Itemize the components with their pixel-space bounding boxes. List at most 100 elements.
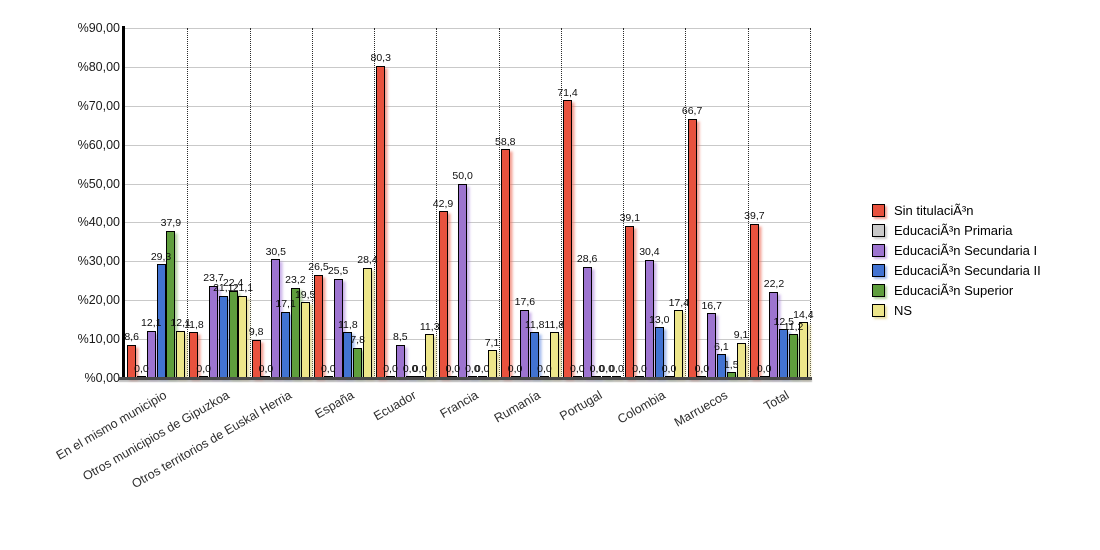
- gridline: [125, 300, 810, 302]
- value-label: 17,1: [275, 298, 296, 310]
- value-label: 6,1: [714, 340, 729, 353]
- value-label: 0,0: [445, 362, 461, 375]
- value-label: 8,6: [124, 331, 139, 344]
- value-label: 16,7: [701, 299, 722, 312]
- value-label: 0,0: [474, 362, 490, 375]
- legend-swatch-icon: [872, 203, 885, 217]
- value-label: 0,0: [756, 362, 772, 375]
- value-label: 14,4: [793, 308, 814, 321]
- value-label: 12,1: [141, 317, 162, 330]
- bar: [458, 183, 468, 378]
- value-label: 58,8: [495, 135, 516, 148]
- value-label: 37,9: [160, 217, 182, 230]
- value-label: 11,8: [544, 318, 565, 331]
- value-label: 0,0: [609, 362, 624, 375]
- value-label: 22,2: [763, 278, 785, 291]
- value-label: 11,3: [419, 320, 440, 333]
- y-axis-tick-label: %30,00: [77, 254, 120, 269]
- group-separator: [436, 28, 438, 378]
- gridline: [125, 339, 810, 341]
- value-label: 0,0: [258, 362, 274, 375]
- legend-item: EducaciÃ³n Secundaria I: [872, 240, 1041, 260]
- x-axis-category-label: En el mismo municipio: [53, 388, 170, 463]
- x-axis-category-label: España: [312, 388, 356, 422]
- legend-label: EducaciÃ³n Primaria: [894, 222, 1013, 238]
- x-axis-category-label: Total: [762, 388, 792, 414]
- gridline: [125, 144, 810, 146]
- value-label: 19,5: [294, 288, 316, 301]
- y-axis-tick-label: %50,00: [77, 176, 120, 191]
- plot-area: 8,6 11,8 9,8 26,5 80,3 42,9 58,8 71,4 39,1 66,7 39…: [119, 26, 814, 380]
- gridline: [125, 66, 810, 68]
- legend-item: EducaciÃ³n Secundaria II: [872, 260, 1041, 280]
- value-label: 66,7: [681, 105, 703, 118]
- x-axis-category-label: Rumanía: [491, 388, 543, 426]
- value-label: 0,0: [599, 362, 615, 375]
- gridline: [125, 183, 810, 185]
- value-label: 26,5: [308, 261, 329, 274]
- value-label: 11,8: [184, 318, 204, 331]
- value-label: 13,0: [648, 313, 670, 326]
- group-separator: [249, 28, 251, 378]
- y-axis-tick-label: %70,00: [77, 98, 120, 113]
- group-separator: [560, 28, 562, 378]
- value-label: 0,0: [134, 362, 149, 375]
- legend-label: EducaciÃ³n Superior: [894, 282, 1014, 298]
- value-label: 21,1: [213, 282, 234, 295]
- x-axis-category-label: Francia: [437, 388, 481, 421]
- legend-swatch-icon: [872, 263, 885, 277]
- gridline: [125, 28, 810, 29]
- value-label: 17,6: [514, 296, 536, 309]
- value-label: 0,0: [694, 362, 710, 375]
- legend-label: Sin titulaciÃ³n: [894, 202, 974, 218]
- group-separator: [747, 28, 749, 378]
- y-axis-tick-label: %0,00: [84, 371, 120, 385]
- legend-swatch-icon: [872, 303, 885, 317]
- value-label: 29,3: [150, 250, 172, 263]
- value-label: 23,2: [285, 274, 306, 287]
- value-label: 28,6: [576, 253, 598, 266]
- value-label: 8,5: [393, 331, 408, 344]
- y-axis-tick-label: %80,00: [77, 59, 120, 74]
- value-label: 39,7: [744, 210, 765, 223]
- y-axis-line: [122, 26, 125, 380]
- value-label: 71,4: [557, 86, 578, 99]
- legend-label: EducaciÃ³n Secundaria I: [894, 242, 1038, 258]
- value-label: 42,9: [432, 197, 454, 210]
- value-label: 17,4: [668, 296, 690, 309]
- legend-item: Sin titulaciÃ³n: [872, 200, 1041, 220]
- value-label: 11,2: [783, 320, 804, 333]
- group-separator: [685, 28, 687, 378]
- group-separator: [187, 28, 189, 378]
- group-separator: [374, 28, 376, 378]
- value-label: 11,8: [524, 318, 545, 331]
- value-label: 0,0: [383, 362, 398, 375]
- value-label: 39,1: [619, 212, 641, 225]
- legend-label: EducaciÃ³n Secundaria II: [894, 262, 1041, 278]
- x-axis-category-label: Colombia: [614, 388, 668, 427]
- value-label: 0,0: [570, 362, 585, 375]
- bar: [563, 100, 573, 378]
- value-label: 30,4: [639, 246, 660, 259]
- bar: [353, 347, 363, 378]
- value-label: 9,1: [733, 329, 749, 342]
- x-axis-category-label: Ecuador: [370, 388, 419, 424]
- value-label: 9,8: [248, 326, 264, 339]
- gridline: [125, 261, 810, 263]
- value-label: 0,0: [632, 362, 647, 375]
- value-label: 7,8: [350, 334, 365, 347]
- gridline: [125, 222, 810, 224]
- bar: [582, 266, 592, 378]
- value-label: 12,1: [170, 317, 191, 330]
- value-label: 0,0: [537, 362, 552, 375]
- legend: Sin titulaciÃ³n EducaciÃ³n Primaria Educac…: [872, 200, 1041, 320]
- value-label: 0,0: [402, 362, 418, 375]
- value-label: 0,0: [320, 362, 336, 375]
- y-axis-tick-label: %60,00: [77, 137, 120, 152]
- legend-item: EducaciÃ³n Primaria: [872, 220, 1041, 240]
- value-label: 25,5: [327, 265, 349, 278]
- value-label: 11,8: [338, 318, 358, 331]
- value-label: 0,0: [661, 362, 677, 375]
- value-label: 23,7: [203, 272, 224, 285]
